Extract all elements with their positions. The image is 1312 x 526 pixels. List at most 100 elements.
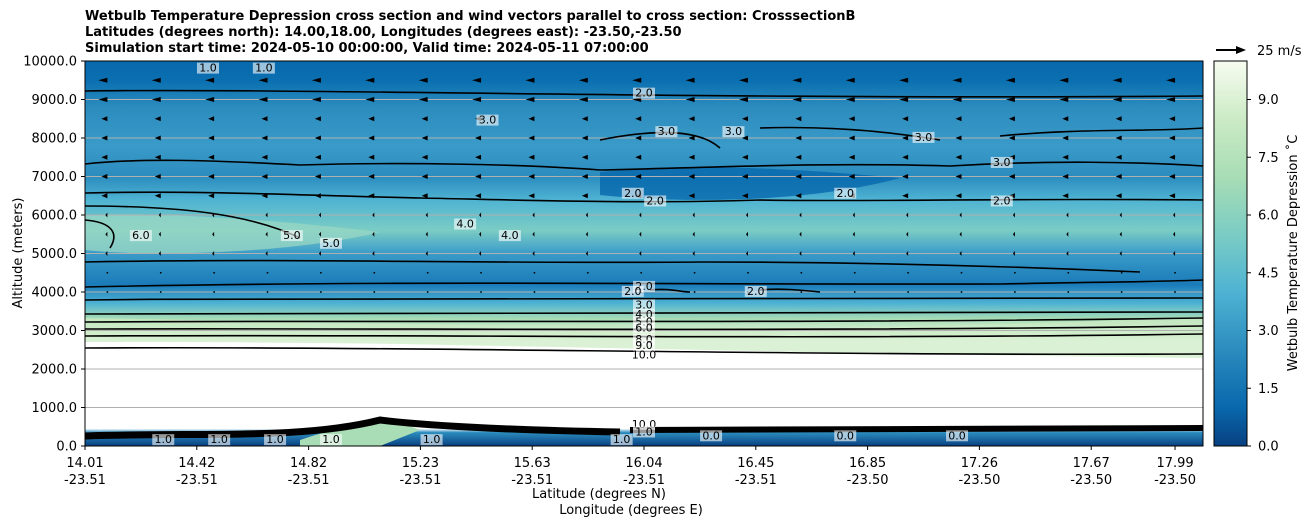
wind-vector [425,212,428,218]
wind-vector [845,77,855,83]
wind-vector [98,77,108,83]
wind-vector [208,174,215,179]
wind-vector [792,97,802,102]
wind-vector [365,97,375,102]
contour-line [999,127,1203,137]
wind-vector [1008,116,1015,122]
title-line-1: Wetbulb Temperature Depression cross sec… [85,9,856,24]
wind-vector [688,174,695,179]
wind-vector [421,135,428,141]
wind-vector [906,251,909,256]
contour-label-bg [476,114,499,126]
contour-label: 3.0 [725,125,743,138]
contour-label: 2.0 [624,285,642,298]
contour-label-bg [834,187,857,199]
contour-label-bg [946,430,969,442]
wind-vector [1066,231,1069,237]
wind-vector [532,251,535,256]
wind-vector [1174,291,1176,293]
contour-label-bg [633,316,655,328]
colorbar [1213,60,1248,447]
wind-key-label: 25 m/s [1257,44,1302,59]
contour-label: 3.0 [658,125,676,138]
contour-label: 5.0 [283,229,301,242]
wind-vector [475,174,482,179]
wind-vector [747,271,749,274]
wind-vector [261,116,268,122]
contour-label: 2.0 [993,194,1011,207]
colorbar-tick-label: 4.5 [1258,266,1279,281]
colorbar-tick-label: 1.5 [1258,382,1279,397]
wind-vector [795,154,802,160]
y-tick-label: 9000.0 [32,93,78,108]
colorbar-ticks: 0.0 1.5 3.0 4.5 6.0 7.5 9.0 [1247,93,1279,455]
wind-vector [314,116,321,122]
wind-vector [311,97,321,102]
y-tick-label: 8000.0 [32,132,78,147]
wind-vector [533,291,536,293]
wind-vector [154,193,161,199]
wind-vector [635,116,642,122]
wind-vector [952,77,962,83]
wind-vector [425,231,428,237]
wind-vector [902,174,909,179]
wind-vector [692,212,695,218]
wind-vector [318,231,321,237]
contour-line [85,259,1141,273]
wind-vector [373,271,376,274]
contour-label-bg [633,322,655,334]
contour-label: 0.0 [948,429,966,442]
contour-label-bg [633,418,655,430]
wind-vector [581,135,588,141]
wind-vector [475,135,482,141]
wind-vector [528,174,535,179]
wind-vector [1115,193,1122,199]
wind-vector [955,154,962,160]
wind-vector [314,174,321,179]
y-tick-label: 2000.0 [32,363,78,378]
wind-vector [902,135,909,141]
wind-vector [795,135,802,141]
wind-vector [848,174,855,179]
wind-vector [741,116,748,122]
wind-vector [1066,251,1069,256]
chart-title: Wetbulb Temperature Depression cross sec… [85,9,855,57]
contour-label: 1.0 [255,62,273,75]
title-line-3: Simulation start time: 2024-05-10 00:00:… [85,41,649,56]
wind-vector [1115,135,1122,141]
contour-label: 0.0 [702,429,720,442]
contour-label-bg [621,285,644,297]
wind-vector [745,212,748,218]
wind-vector [368,116,375,122]
wind-vector [212,251,215,256]
wind-vector [525,97,535,102]
x-axis-label-longitude: Longitude (degrees E) [559,503,703,518]
wind-vector [1062,135,1069,141]
x-tick-label-lon: -23.51 [399,473,441,488]
colorbar-tick-label: 7.5 [1258,151,1279,166]
wind-vector [472,97,482,102]
contour-label-bg [744,285,767,297]
contour-label: 1.0 [155,433,173,446]
wind-vector [265,212,268,218]
wind-vector [581,116,588,122]
wind-vector [159,291,162,293]
contour-line [85,159,1203,171]
contour-label: 6.0 [132,229,150,242]
wind-vector [532,212,535,218]
wind-vector [418,77,428,83]
wind-vector [479,231,482,237]
wind-vector [738,97,748,102]
wind-vector [528,193,535,199]
wind-vector [151,77,161,83]
wind-vector [372,251,375,256]
wind-vector [906,212,909,218]
contour-label-bg [700,430,723,442]
wind-vector [106,291,109,293]
wind-vector [158,231,161,237]
wind-vector [151,97,161,102]
wind-vector [1112,77,1122,83]
wind-vector [261,135,268,141]
dark-patch-upper [600,167,900,200]
x-tick-label-lat: 16.85 [849,456,886,471]
